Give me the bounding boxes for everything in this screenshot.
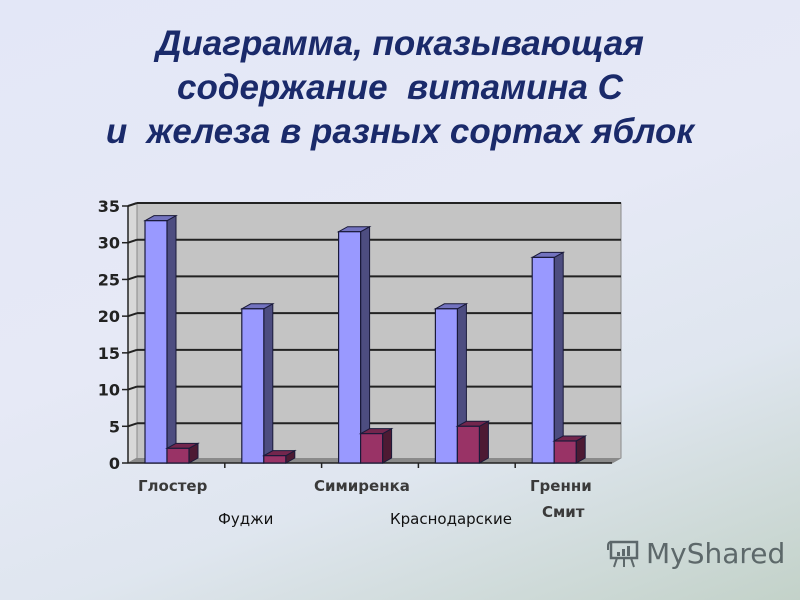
bar: [165, 442, 200, 464]
bar: [530, 251, 566, 464]
x-label-granny: Гренни: [530, 477, 592, 495]
watermark: MyShared: [606, 536, 785, 570]
svg-text:35: 35: [98, 197, 120, 216]
svg-text:30: 30: [98, 234, 120, 253]
svg-text:5: 5: [109, 417, 120, 436]
x-label-krasnodarskie: Краснодарские: [390, 510, 512, 528]
title-line-1: Диаграмма, показывающая: [156, 24, 644, 63]
title-line-3: и железа в разных сортах яблок: [105, 112, 695, 151]
title-line-2: содержание витамина С: [177, 68, 623, 107]
svg-text:10: 10: [98, 381, 120, 400]
bar-series: [143, 214, 588, 464]
bar: [143, 214, 178, 464]
bar: [552, 435, 588, 464]
x-label-smith: Смит: [542, 503, 585, 521]
watermark-text: MyShared: [646, 536, 786, 570]
presentation-board-icon: [607, 540, 639, 568]
svg-text:25: 25: [98, 270, 120, 289]
bar: [358, 427, 394, 464]
x-label-glostr: Глостер: [138, 477, 208, 495]
bar: [261, 449, 297, 464]
svg-text:20: 20: [98, 307, 120, 326]
svg-text:0: 0: [109, 454, 120, 473]
x-label-simirenka: Симиренка: [314, 477, 410, 495]
bar: [239, 302, 275, 464]
svg-text:15: 15: [98, 344, 120, 363]
slide-title: Диаграмма, показывающая содержание витам…: [0, 22, 800, 154]
bar: [336, 225, 372, 464]
x-label-fuji: Фуджи: [218, 510, 274, 528]
bar: [455, 420, 491, 464]
